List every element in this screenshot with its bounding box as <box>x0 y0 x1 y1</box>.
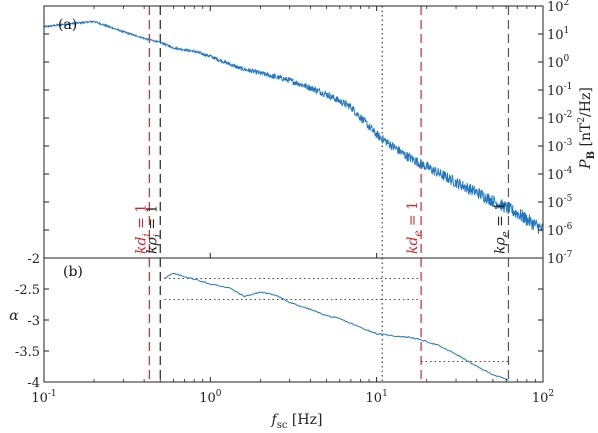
ylabel-unit-open: [nT <box>578 122 594 151</box>
panel-a-spectrum-line <box>43 20 544 234</box>
panel-a-label: (a) <box>58 17 77 33</box>
panel-a-y-axis-label: PB [nT2/Hz] <box>577 87 597 170</box>
panel-a-scale-label-3: kde = 1 <box>405 201 424 254</box>
panel-a-ytick-label-8: 101 <box>547 26 569 43</box>
panel-a-ytick-base: 10 <box>547 84 564 99</box>
panel-b-xtick-label-3: 102 <box>532 389 554 406</box>
panel-b-fit-guides <box>164 277 509 363</box>
panel-a-ytick-label-3: 10-4 <box>547 166 573 183</box>
xtick-base: 10 <box>31 391 48 406</box>
scale-label-sub: i <box>152 234 163 237</box>
panel-a-ytick-label-6: 10-1 <box>547 82 572 99</box>
panel-a-ytick-base: 10 <box>547 224 564 239</box>
panel-b-ytick-label-4: -2 <box>27 252 40 267</box>
panel-b-y-ticks: -4 -3.5 -3 -2.5 -2 <box>15 252 543 391</box>
panel-a-scale-label-1: kρi = 1 <box>144 205 163 254</box>
panel-a-ytick-exp: -2 <box>564 110 573 120</box>
panel-a-ytick-label-5: 10-2 <box>547 110 572 127</box>
panel-a-ytick-label-4: 10-3 <box>547 138 573 155</box>
panel-b-ytick-label-2: -3 <box>27 314 40 329</box>
panel-a-ytick-exp: -7 <box>564 250 573 260</box>
panel-a-ytick-base: 10 <box>547 252 564 267</box>
panel-b-ytick-label-0: -4 <box>27 376 40 391</box>
xtick-base: 10 <box>532 391 549 406</box>
xtick-base: 10 <box>366 391 383 406</box>
panel-a-scale-label-0: kdi = 1 <box>133 204 152 254</box>
panel-b-alpha-line <box>164 272 509 382</box>
xlabel-sub: sc <box>277 420 288 431</box>
panel-a-scale-label-4: kρe = 1 <box>492 202 511 254</box>
panel-b-x-axis-label: fsc [Hz] <box>271 412 323 431</box>
panel-a-ytick-base: 10 <box>547 140 564 155</box>
xlabel-main: f <box>271 412 280 428</box>
scale-label-rest: = 1 <box>492 202 508 232</box>
panel-a-ytick-label-0: 10-7 <box>547 250 573 267</box>
panel-a-reference-lines <box>148 6 510 258</box>
panel-a-ytick-base: 10 <box>547 28 564 43</box>
panel-b-alpha-curve <box>164 272 509 382</box>
panel-a-ytick-exp: 2 <box>564 0 570 8</box>
ylabel-sub: B <box>586 151 597 159</box>
scale-label-rest: = 1 <box>133 204 149 234</box>
panel-b-y-axis-label: α <box>9 308 19 324</box>
panel-a-spectrum <box>43 20 544 234</box>
panel-a-ytick-exp: 1 <box>564 26 570 36</box>
panel-a-ytick-exp: -1 <box>564 82 573 92</box>
panel-b: -4-3.5-3-2.5-2 10-1 100 101 102 (b) α fsc [… <box>9 6 554 431</box>
panel-a-ytick-base: 10 <box>547 0 564 15</box>
xtick-exp: 1 <box>382 389 388 399</box>
xtick-exp: -1 <box>48 389 57 399</box>
scale-label-sub: i <box>141 233 152 236</box>
scale-label-rest: = 1 <box>144 205 160 235</box>
panel-a-ytick-label-1: 10-6 <box>547 222 573 239</box>
panel-b-xtick-label-2: 101 <box>366 389 388 406</box>
scale-label-sub: e <box>500 231 511 237</box>
panel-a-ytick-exp: -5 <box>564 194 573 204</box>
xlabel-unit: [Hz] <box>287 412 322 428</box>
panel-b-xtick-label-1: 100 <box>199 389 222 406</box>
scale-label-main: kρ <box>492 237 508 254</box>
panel-a-ytick-base: 10 <box>547 56 564 71</box>
panel-a-ytick-base: 10 <box>547 112 564 127</box>
ylabel-unit-close: /Hz] <box>578 87 594 117</box>
panel-b-ytick-label-3: -2.5 <box>15 283 40 298</box>
panel-a-ytick-exp: -4 <box>564 166 573 176</box>
scale-label-sub: e <box>413 231 424 237</box>
panel-a-ytick-base: 10 <box>547 196 564 211</box>
panel-a-ytick-label-9: 102 <box>547 0 569 15</box>
panel-b-xtick-label-0: 10-1 <box>31 389 56 406</box>
ylabel-sup: 2 <box>577 117 587 123</box>
panel-a-ytick-base: 10 <box>547 168 564 183</box>
scale-label-main: kd <box>405 237 421 254</box>
panel-b-x-ticks: 10-1 100 101 102 <box>31 6 554 406</box>
ylabel-main: P <box>578 159 594 170</box>
xtick-exp: 2 <box>548 389 554 399</box>
scale-label-main: kρ <box>144 237 160 254</box>
panel-a-ytick-exp: 0 <box>564 54 570 64</box>
scale-label-rest: = 1 <box>405 201 421 231</box>
panel-a-ytick-exp: -6 <box>564 222 573 232</box>
panel-a-ytick-exp: -3 <box>564 138 573 148</box>
panel-b-label: (b) <box>63 264 83 280</box>
scale-label-main: kd <box>133 237 149 254</box>
panel-b-ytick-label-1: -3.5 <box>15 345 40 360</box>
xtick-base: 10 <box>199 391 216 406</box>
panel-a-ytick-label-7: 100 <box>547 54 570 71</box>
xtick-exp: 0 <box>216 389 222 399</box>
panel-a-ytick-label-2: 10-5 <box>547 194 573 211</box>
